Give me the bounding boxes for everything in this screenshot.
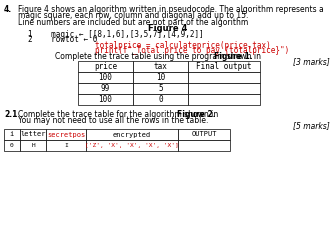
Bar — [20, 129, 46, 140]
Bar — [86, 140, 178, 151]
Bar — [133, 94, 188, 105]
Bar — [78, 72, 133, 83]
Text: [3 marks]: [3 marks] — [293, 57, 330, 66]
Bar — [20, 140, 46, 151]
Text: 10: 10 — [156, 73, 165, 82]
Text: 1    magic ← [[8,1,6],[3,5,7],[4,9,2]]: 1 magic ← [[8,1,6],[3,5,7],[4,9,2]] — [28, 30, 204, 39]
Bar — [133, 72, 188, 83]
Text: Line numbers are included but are not part of the algorithm: Line numbers are included but are not pa… — [18, 18, 248, 27]
Bar — [178, 129, 230, 140]
Text: You may not need to use all the rows in the table.: You may not need to use all the rows in … — [18, 116, 208, 125]
Text: 0: 0 — [158, 95, 163, 104]
Text: 100: 100 — [98, 95, 113, 104]
Bar — [188, 61, 260, 72]
Text: tax: tax — [154, 62, 167, 71]
Text: Complete the trace table using the program shown in: Complete the trace table using the progr… — [55, 52, 263, 61]
Text: totalprice = calculateprice(price,tax): totalprice = calculateprice(price,tax) — [95, 41, 271, 50]
Text: 99: 99 — [101, 84, 110, 93]
Text: 4.: 4. — [4, 5, 12, 14]
Bar — [188, 72, 260, 83]
Text: secretpos: secretpos — [47, 132, 85, 138]
Bar — [188, 83, 260, 94]
Bar — [133, 61, 188, 72]
Text: price: price — [94, 62, 117, 71]
Bar — [4, 140, 20, 151]
Bar — [4, 129, 20, 140]
Bar — [46, 140, 86, 151]
Text: ['Z', 'X', 'X', 'X', 'X']: ['Z', 'X', 'X', 'X', 'X'] — [85, 143, 179, 148]
Bar — [86, 129, 178, 140]
Text: 0: 0 — [10, 143, 14, 148]
Text: Complete the trace table for the algorithm shown in: Complete the trace table for the algorit… — [18, 110, 221, 119]
Text: OUTPUT: OUTPUT — [191, 132, 217, 138]
Text: encrypted: encrypted — [113, 132, 151, 138]
Text: i: i — [10, 132, 14, 138]
Bar — [78, 94, 133, 105]
Text: [5 marks]: [5 marks] — [293, 121, 330, 130]
Bar — [133, 83, 188, 94]
Text: 100: 100 — [98, 73, 113, 82]
Text: 5: 5 — [158, 84, 163, 93]
Text: Figure 4: Figure 4 — [148, 24, 188, 33]
Text: Figure 1.: Figure 1. — [214, 52, 252, 61]
Bar — [178, 140, 230, 151]
Bar — [188, 94, 260, 105]
Text: H: H — [31, 143, 35, 148]
Text: Figure 2.: Figure 2. — [177, 110, 215, 119]
Text: 2    rowtot ← 0: 2 rowtot ← 0 — [28, 36, 97, 45]
Text: I: I — [64, 143, 68, 148]
Text: 2.1: 2.1 — [4, 110, 17, 119]
Text: print(f"̲Total price to pay {totalprice}"): print(f"̲Total price to pay {totalprice}… — [95, 46, 289, 55]
Bar — [78, 83, 133, 94]
Text: Final output: Final output — [196, 62, 252, 71]
Text: letter: letter — [20, 132, 46, 138]
Bar — [46, 129, 86, 140]
Text: Figure 4 shows an algorithm written in pseudocode. The algorithm represents a: Figure 4 shows an algorithm written in p… — [18, 5, 324, 14]
Bar — [78, 61, 133, 72]
Text: magic square, each row, column and diagonal add up to 15.: magic square, each row, column and diago… — [18, 11, 248, 20]
